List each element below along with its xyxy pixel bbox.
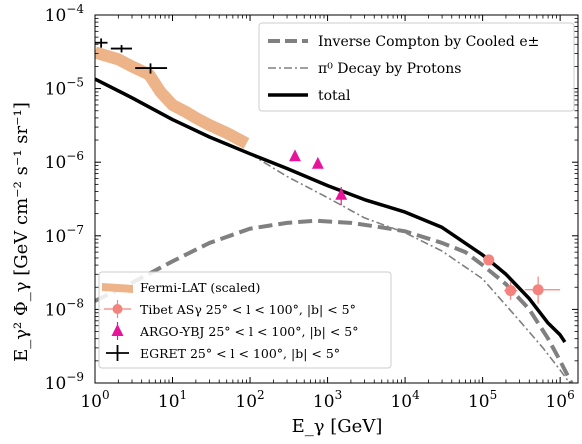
- triangle-marker: [311, 156, 324, 169]
- y-tick-label: 10−4: [45, 2, 85, 26]
- tick-exponent: −6: [66, 149, 84, 163]
- plot-frame: [94, 14, 579, 384]
- triangle-marker: [289, 149, 301, 162]
- series-line-solid: [95, 77, 567, 344]
- tick-base: 10: [235, 392, 257, 412]
- legend-entry: Inverse Compton by Cooled e±: [268, 34, 539, 50]
- tick-exponent: 1: [180, 388, 188, 402]
- tick-base: 10: [313, 392, 335, 412]
- x-tick-label: 105: [468, 388, 497, 412]
- legend-entry: π⁰ Decay by Protons: [268, 61, 461, 77]
- tick-base: 10: [45, 80, 67, 100]
- legends: Inverse Compton by Cooled e± π⁰ Decay by …: [98, 22, 575, 369]
- tick-exponent: 6: [567, 388, 575, 402]
- data-point-cross-0: [95, 38, 108, 48]
- data-point-triangle-0: [289, 149, 301, 162]
- x-tick-label: 102: [235, 388, 264, 412]
- plot-clipped: [95, 38, 574, 383]
- plot-area: [95, 38, 574, 383]
- tick-base: 10: [45, 374, 67, 394]
- triangle-marker: [335, 187, 348, 200]
- circle-marker: [505, 285, 517, 297]
- y-tick-label: 10−7: [45, 223, 84, 247]
- legend-swatch-circle: [112, 304, 123, 314]
- legend-label: EGRET 25° < l < 100°, |b| < 5°: [140, 346, 340, 361]
- legend-upper-right: [258, 22, 575, 112]
- legend-entry: ARGO-YBJ 25° < l < 100°, |b| < 5°: [111, 322, 359, 340]
- legend-label: π⁰ Decay by Protons: [318, 61, 461, 77]
- data-point-triangle-2: [335, 187, 348, 206]
- tick-base: 10: [80, 392, 102, 412]
- x-tick-label: 106: [545, 388, 574, 412]
- legend-label: Inverse Compton by Cooled e±: [318, 34, 539, 50]
- legend-swatch-band: [102, 283, 133, 293]
- tick-base: 10: [45, 153, 67, 173]
- tick-exponent: 3: [335, 388, 343, 402]
- x-axis-title: E_γ [GeV]: [292, 416, 383, 437]
- data-point-triangle-1: [311, 156, 324, 169]
- legend-label: Tibet ASγ 25° < l < 100°, |b| < 5°: [140, 302, 356, 317]
- y-tick-label: 10−9: [45, 370, 84, 394]
- data-point-cross-2: [135, 63, 168, 74]
- tick-base: 10: [545, 392, 567, 412]
- legend-label: ARGO-YBJ 25° < l < 100°, |b| < 5°: [139, 324, 359, 339]
- series-line-dashed: [95, 218, 574, 383]
- axes: 100 101 102 103 104 105 10610−910−810−710−610−…: [45, 2, 579, 412]
- circle-marker: [532, 284, 544, 296]
- x-tick-label: 101: [158, 388, 187, 412]
- y-axis-title: E_γ² Φ_γ [GeV cm⁻² s⁻¹ sr⁻¹]: [11, 102, 32, 362]
- tick-base: 10: [45, 6, 67, 26]
- x-tick-label: 104: [390, 388, 420, 412]
- y-tick-label: 10−5: [45, 76, 84, 100]
- legend-entry: total: [268, 88, 351, 104]
- data-point-cross-1: [110, 45, 132, 53]
- x-tick-label: 103: [313, 388, 342, 412]
- tick-exponent: 5: [490, 388, 498, 402]
- tick-base: 10: [45, 227, 67, 247]
- y-tick-label: 10−6: [45, 149, 84, 173]
- legend-entry: Tibet ASγ 25° < l < 100°, |b| < 5°: [104, 300, 356, 318]
- tick-exponent: −5: [66, 76, 84, 90]
- tick-base: 10: [158, 392, 180, 412]
- tick-exponent: 2: [257, 388, 265, 402]
- data-point-circle-2: [524, 276, 561, 304]
- tick-exponent: −9: [66, 370, 84, 384]
- series-line-dashdot: [249, 153, 571, 383]
- tick-exponent: −7: [66, 223, 84, 237]
- y-tick-label: 10−8: [45, 296, 84, 320]
- legend-lower-left: [98, 271, 392, 369]
- legend-label: Fermi-LAT (scaled): [140, 280, 260, 295]
- data-point-circle-0: [483, 254, 495, 266]
- legend-entry: Fermi-LAT (scaled): [102, 280, 260, 295]
- legend-swatch-triangle: [111, 324, 124, 336]
- tick-base: 10: [390, 392, 412, 412]
- x-tick-label: 100: [80, 388, 109, 412]
- tick-base: 10: [45, 300, 67, 320]
- legend-label: total: [318, 88, 351, 104]
- tick-exponent: 0: [102, 388, 110, 402]
- tick-base: 10: [468, 392, 490, 412]
- tick-exponent: −4: [66, 2, 84, 16]
- legend-entry: EGRET 25° < l < 100°, |b| < 5°: [106, 345, 340, 361]
- tick-exponent: 4: [412, 388, 420, 402]
- tick-exponent: −8: [66, 296, 84, 310]
- series-line-band: [95, 46, 250, 149]
- circle-marker: [483, 254, 495, 266]
- data-point-circle-1: [504, 282, 518, 300]
